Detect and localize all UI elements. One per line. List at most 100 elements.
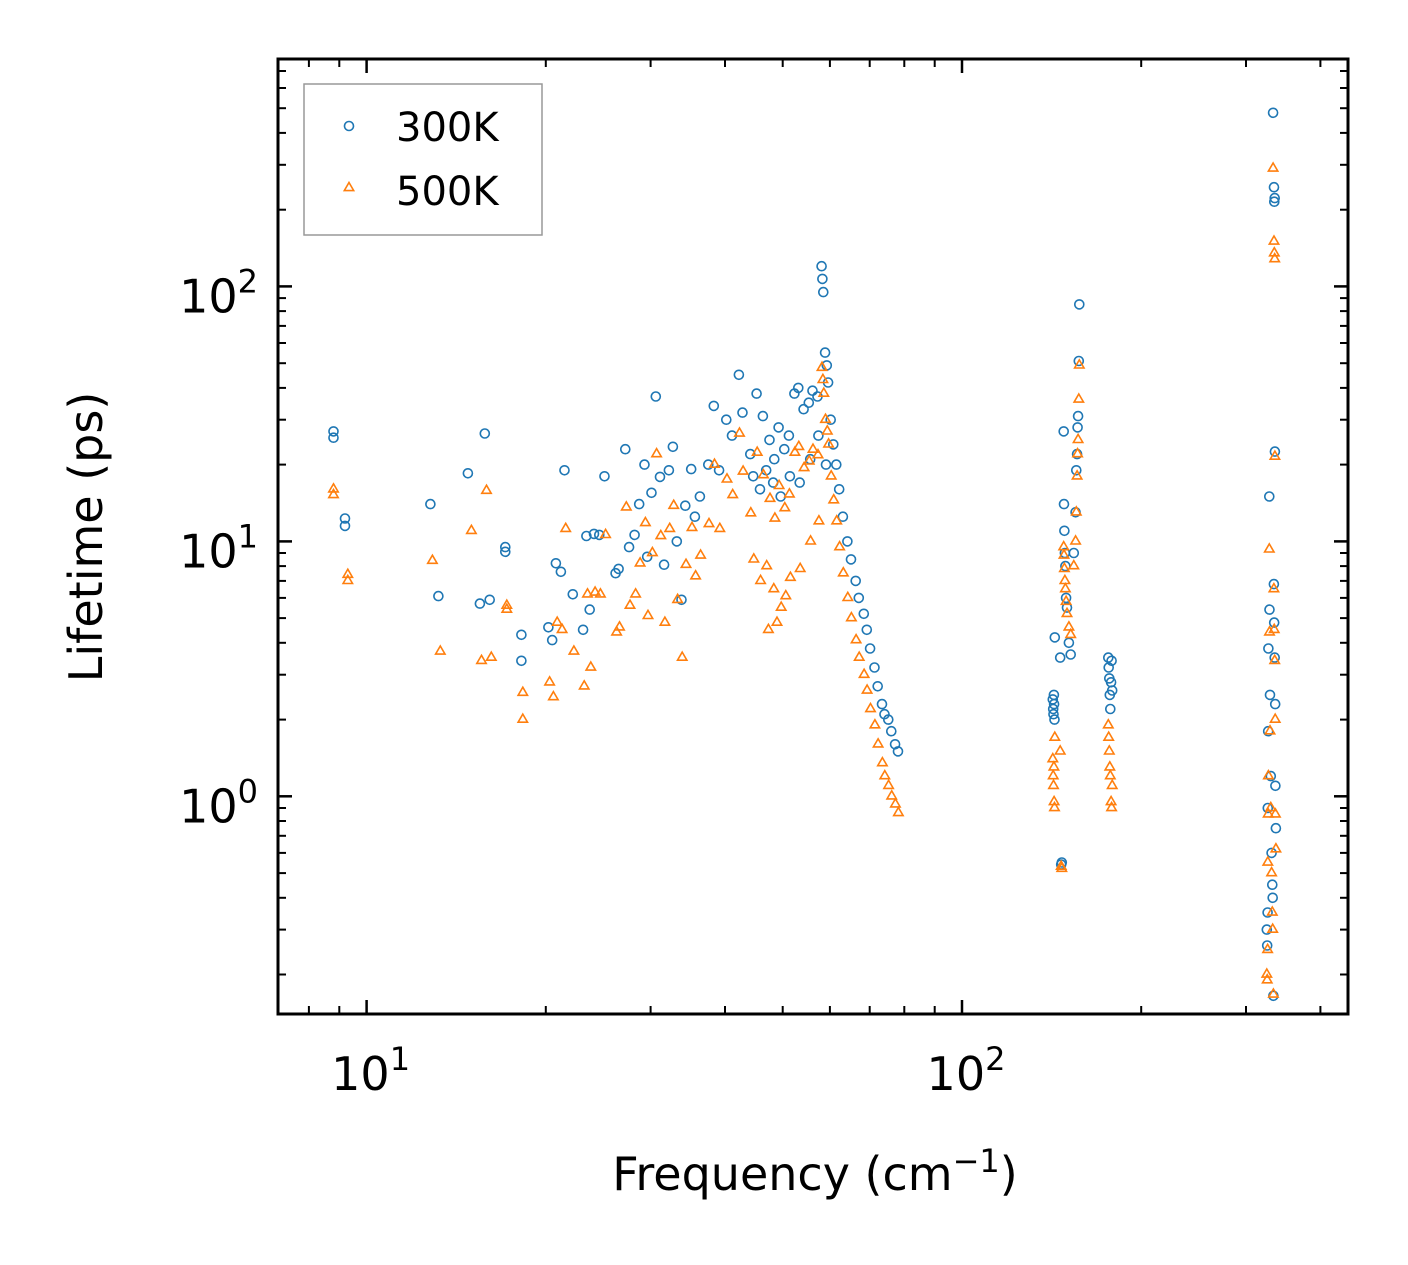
data-point: [1047, 778, 1060, 790]
data-point: [807, 385, 818, 397]
data-point: [853, 592, 865, 604]
data-point: [1269, 652, 1280, 663]
data-point: [1048, 708, 1059, 720]
legend: 300K 500K: [303, 83, 543, 236]
data-point: [702, 459, 714, 470]
data-point: [581, 530, 592, 542]
data-point: [872, 737, 885, 748]
data-point: [1102, 730, 1115, 742]
data-point: [1048, 800, 1061, 812]
data-point: [339, 520, 351, 532]
data-point: [1106, 778, 1119, 790]
data-point: [1070, 505, 1083, 516]
data-point: [516, 712, 529, 724]
tick-label: 101: [331, 1040, 410, 1101]
data-point: [1268, 617, 1280, 628]
data-point: [812, 514, 825, 525]
data-point: [845, 611, 858, 622]
data-point: [784, 570, 797, 582]
data-point: [667, 498, 680, 510]
data-point: [1104, 769, 1117, 780]
data-point: [694, 491, 706, 502]
data-point: [1268, 578, 1280, 590]
data-point: [1065, 649, 1076, 660]
data-point: [679, 500, 691, 512]
series-300k: [328, 107, 1282, 1002]
data-point: [837, 511, 849, 523]
data-point: [689, 569, 702, 580]
data-point: [861, 683, 874, 694]
data-point: [641, 608, 655, 620]
data-point: [747, 470, 759, 482]
data-point: [474, 598, 486, 609]
data-point: [462, 467, 474, 479]
data-point: [864, 643, 876, 654]
data-point: [794, 561, 807, 573]
data-point: [822, 437, 835, 448]
data-point: [425, 498, 436, 510]
data-point: [754, 573, 767, 585]
data-point: [1060, 594, 1073, 606]
y-axis-title: Lifetime (ps): [59, 392, 113, 683]
data-point: [1267, 879, 1278, 891]
data-point: [646, 487, 657, 499]
data-point: [685, 520, 699, 532]
data-point: [1057, 548, 1071, 559]
data-point: [1269, 196, 1280, 207]
data-point: [726, 487, 739, 499]
data-point: [1262, 802, 1274, 814]
data-point: [713, 521, 726, 533]
data-point: [773, 422, 784, 433]
data-point: [853, 650, 866, 662]
data-point: [811, 448, 825, 459]
data-point: [744, 448, 756, 460]
data-point: [426, 553, 439, 565]
data-point: [778, 443, 790, 455]
data-point: [798, 403, 809, 415]
data-point: [1056, 857, 1068, 868]
data-point: [817, 273, 828, 285]
data-point: [1263, 625, 1276, 636]
data-point: [613, 563, 624, 575]
data-point: [516, 629, 527, 641]
data-point: [599, 470, 610, 482]
data-point: [328, 432, 339, 444]
data-point: [546, 634, 558, 646]
data-point: [825, 469, 838, 480]
data-point: [784, 470, 796, 482]
legend-label-300k: 300K: [396, 105, 500, 151]
data-point: [1264, 689, 1276, 701]
data-point: [1072, 432, 1085, 444]
data-point: [827, 493, 840, 504]
data-point: [702, 516, 716, 528]
data-point: [778, 501, 791, 512]
tick-label: 102: [927, 1040, 1006, 1101]
data-point: [1047, 769, 1060, 780]
data-point: [663, 464, 675, 476]
data-point: [480, 483, 493, 495]
data-point: [1103, 662, 1114, 673]
x-axis-title: Frequency (cm−1): [612, 1142, 1017, 1201]
data-point: [837, 566, 850, 577]
data-point: [556, 622, 569, 634]
tick-label: 102: [179, 262, 258, 323]
tick-label: 100: [179, 772, 258, 833]
data-point: [1058, 561, 1071, 573]
data-point: [629, 587, 642, 598]
data-point: [820, 459, 832, 470]
data-point: [733, 369, 745, 381]
data-point: [720, 414, 732, 426]
data-point: [1268, 449, 1281, 461]
data-point: [650, 447, 663, 458]
data-point: [819, 412, 832, 424]
data-point: [858, 608, 870, 620]
data-point: [1068, 547, 1080, 559]
data-point: [1263, 724, 1277, 735]
data-point: [550, 557, 562, 569]
data-point: [613, 620, 626, 631]
data-point: [634, 556, 647, 567]
data-point: [1106, 685, 1118, 696]
data-point: [817, 286, 829, 298]
data-point: [1069, 534, 1082, 545]
